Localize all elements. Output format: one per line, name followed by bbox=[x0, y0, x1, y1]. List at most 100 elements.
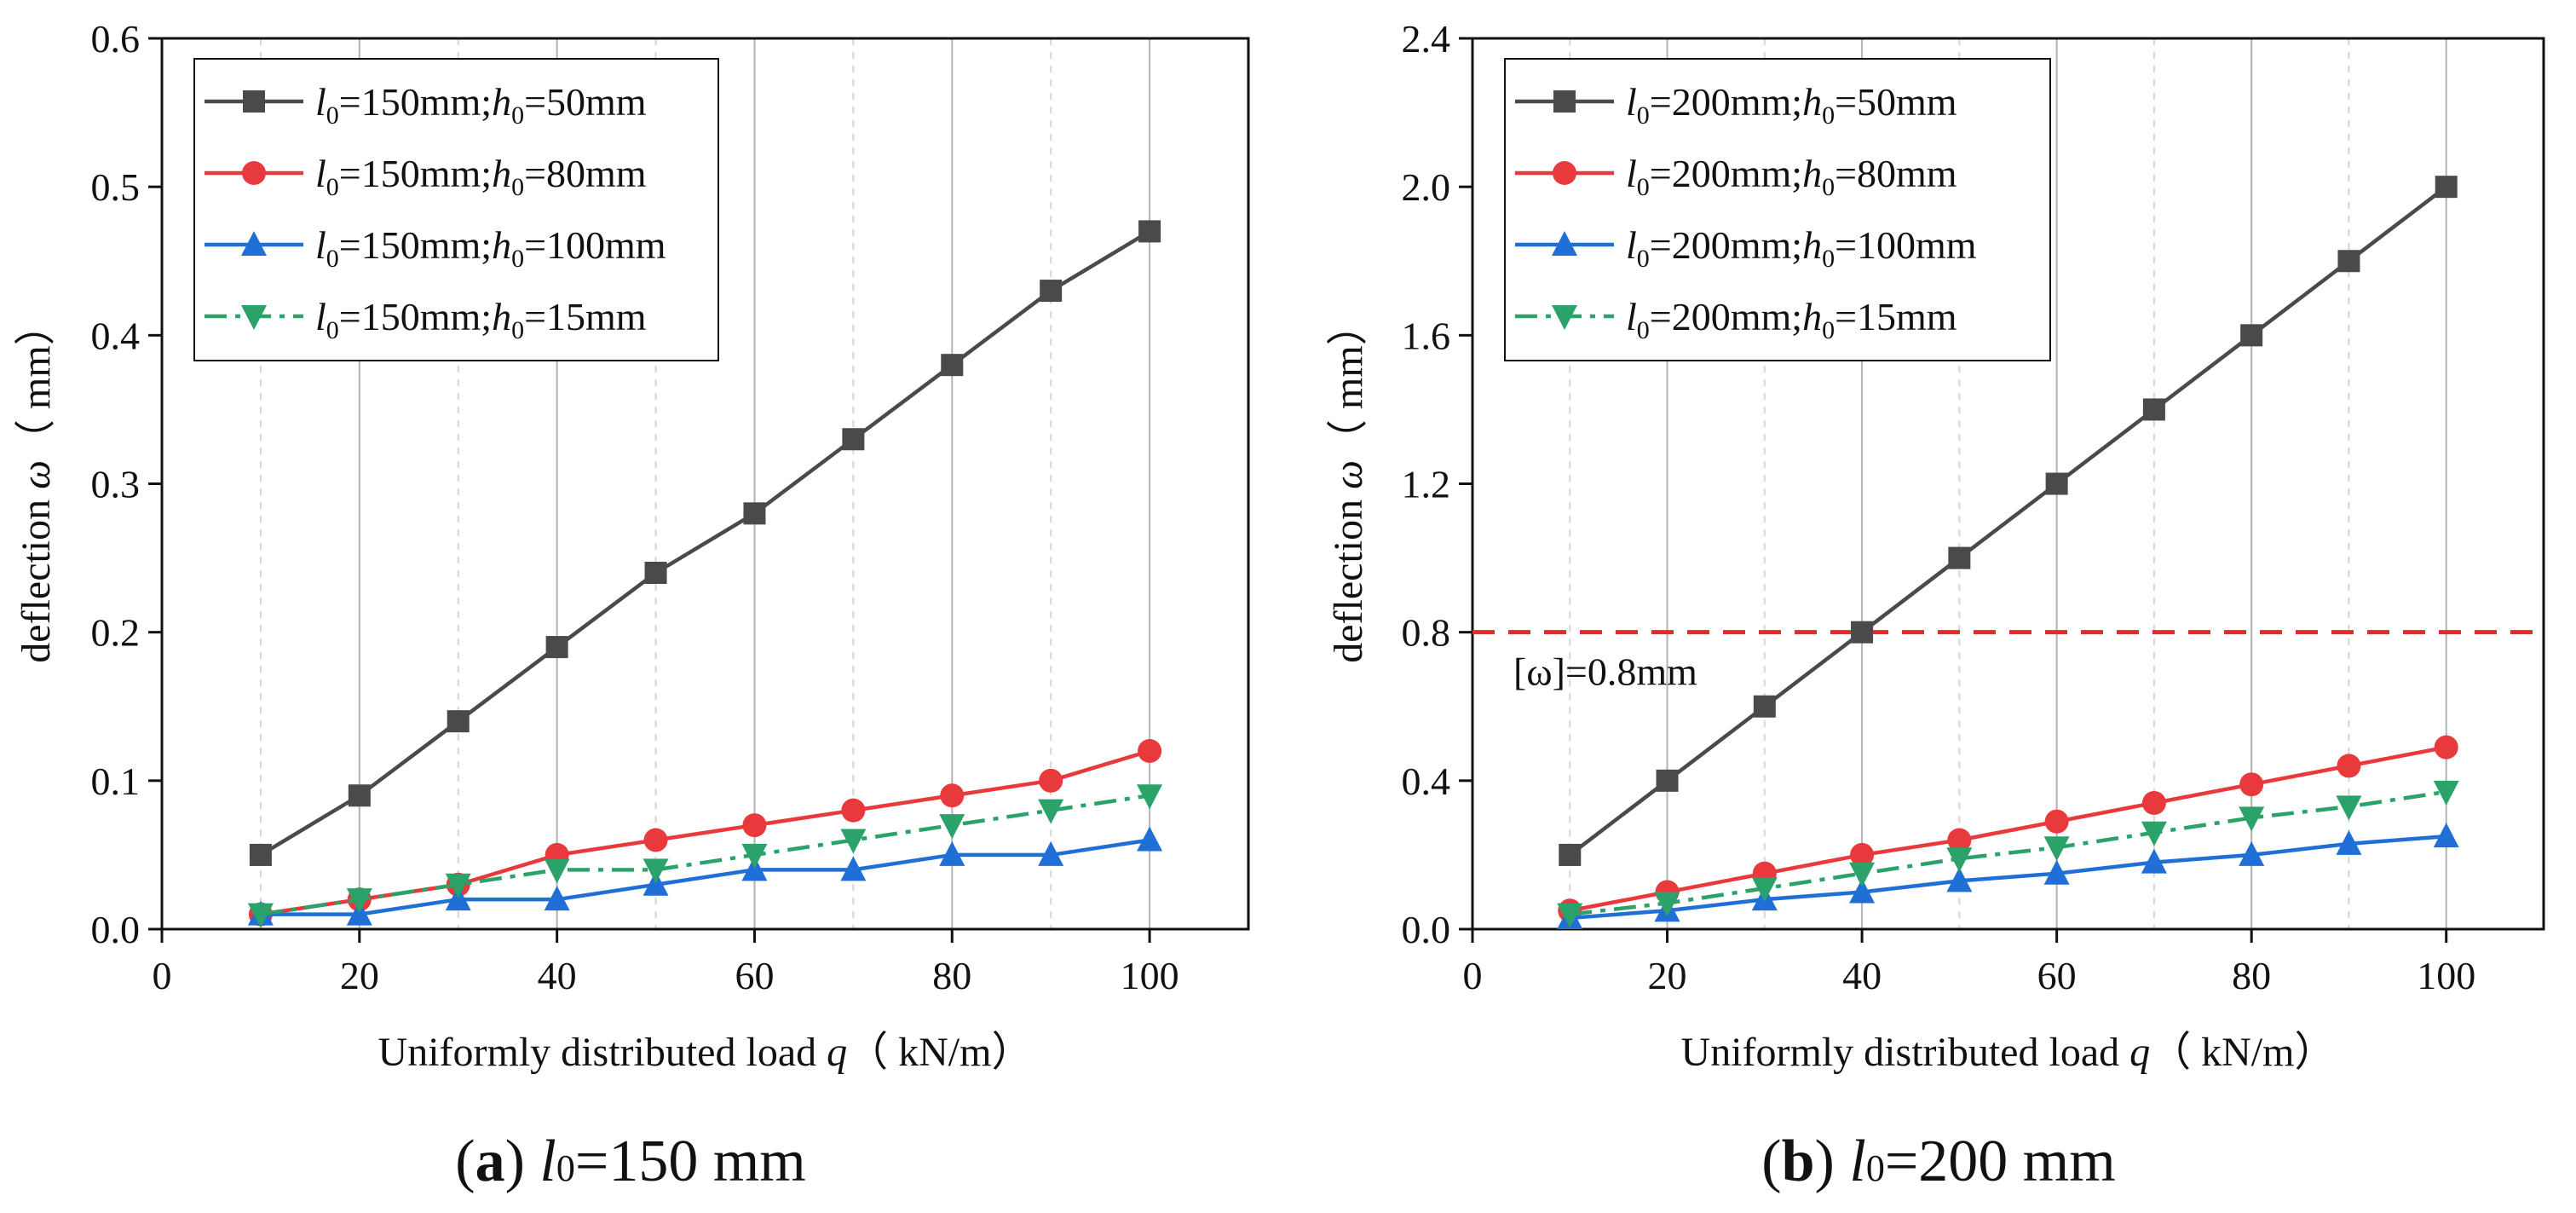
data-point bbox=[249, 843, 272, 866]
data-point bbox=[1559, 843, 1582, 866]
legend-label: l0=200mm;h0=100mm bbox=[1626, 223, 1977, 273]
series-line bbox=[1570, 789, 2447, 916]
data-point bbox=[643, 858, 669, 884]
data-point bbox=[742, 813, 767, 838]
data-point bbox=[840, 829, 867, 854]
data-point bbox=[1040, 280, 1063, 303]
x-tick-label: 80 bbox=[932, 954, 971, 997]
legend: l0=150mm;h0=50mm l0=150mm;h0=80mm l0=150mm… bbox=[193, 58, 719, 361]
data-point bbox=[2337, 250, 2360, 273]
data-point bbox=[2239, 806, 2265, 832]
series-line bbox=[260, 838, 1150, 916]
data-point bbox=[447, 710, 470, 733]
data-point bbox=[1656, 769, 1679, 792]
data-point bbox=[939, 814, 965, 840]
data-point bbox=[348, 784, 371, 807]
legend-item: l0=200mm;h0=100mm bbox=[1515, 223, 1977, 273]
data-point bbox=[2239, 840, 2265, 866]
data-point bbox=[2433, 823, 2459, 848]
legend-box bbox=[1504, 58, 2051, 361]
data-point bbox=[1850, 842, 1875, 867]
legend-marker bbox=[1553, 161, 1576, 185]
y-tick-label: 1.2 bbox=[1402, 463, 1451, 506]
legend-item: l0=200mm;h0=80mm bbox=[1515, 152, 1957, 201]
x-tick-label: 40 bbox=[1842, 954, 1882, 997]
y-tick-label: 0.1 bbox=[91, 760, 141, 803]
data-point bbox=[1038, 840, 1064, 866]
legend-item: l0=150mm;h0=15mm bbox=[205, 295, 647, 344]
legend-marker bbox=[1552, 231, 1577, 256]
y-axis-title: deflection ω（ mm） bbox=[1326, 304, 1371, 662]
data-point bbox=[346, 888, 372, 914]
data-point bbox=[1557, 903, 1583, 928]
series-4 bbox=[1557, 780, 2459, 928]
data-point bbox=[842, 428, 865, 451]
x-tick-label: 0 bbox=[153, 954, 172, 997]
data-point bbox=[1946, 867, 1973, 892]
y-tick-label: 0.3 bbox=[91, 463, 141, 506]
data-point bbox=[941, 354, 964, 377]
data-point bbox=[1947, 828, 1972, 852]
data-point bbox=[1138, 739, 1162, 763]
legend-box bbox=[193, 58, 719, 361]
y-tick-label: 0.5 bbox=[91, 165, 141, 209]
y-tick-label: 0.8 bbox=[1402, 611, 1451, 655]
legend-label: l0=200mm;h0=80mm bbox=[1626, 152, 1957, 201]
series-line bbox=[1570, 834, 2446, 921]
data-point bbox=[1138, 220, 1161, 243]
y-tick-label: 0.4 bbox=[91, 314, 141, 357]
x-tick-label: 20 bbox=[340, 954, 379, 997]
data-point bbox=[445, 873, 471, 898]
legend-label: l0=150mm;h0=15mm bbox=[315, 295, 647, 344]
x-tick-label: 80 bbox=[2232, 954, 2271, 997]
data-point bbox=[1137, 826, 1163, 852]
data-point bbox=[2044, 809, 2069, 834]
y-tick-label: 0.6 bbox=[91, 17, 141, 61]
series-2 bbox=[248, 739, 1162, 927]
data-point bbox=[2435, 176, 2458, 199]
x-tick-label: 60 bbox=[2037, 954, 2077, 997]
data-point bbox=[2141, 821, 2167, 846]
series-3 bbox=[1557, 823, 2459, 929]
data-point bbox=[2141, 848, 2167, 874]
series-4 bbox=[247, 784, 1163, 928]
legend-item: l0=150mm;h0=100mm bbox=[205, 223, 666, 273]
x-tick-label: 100 bbox=[2417, 954, 2475, 997]
legend-item: l0=150mm;h0=50mm bbox=[205, 80, 647, 130]
data-point bbox=[1849, 862, 1876, 887]
y-tick-label: 1.6 bbox=[1402, 314, 1451, 357]
x-tick-label: 20 bbox=[1648, 954, 1687, 997]
legend-marker bbox=[243, 90, 265, 113]
legend-label: l0=150mm;h0=80mm bbox=[315, 152, 647, 201]
legend-item: l0=200mm;h0=15mm bbox=[1515, 295, 1957, 344]
data-point bbox=[1038, 799, 1064, 824]
data-point bbox=[644, 562, 667, 584]
series-line bbox=[260, 794, 1150, 916]
data-point bbox=[1751, 877, 1778, 903]
x-tick-label: 60 bbox=[735, 954, 774, 997]
y-tick-label: 2.4 bbox=[1402, 17, 1451, 61]
legend-marker bbox=[1552, 305, 1577, 330]
panel-b: 0 20 40 60 80 100 0.0 0.4 0.8 1.2 1.6 2.0 2.4 Uniform… bbox=[1326, 17, 2545, 1194]
data-point bbox=[643, 828, 668, 852]
y-tick-label: 2.0 bbox=[1402, 165, 1451, 209]
data-point bbox=[2141, 790, 2166, 815]
data-point bbox=[743, 502, 766, 525]
data-point bbox=[2336, 829, 2362, 855]
data-point bbox=[840, 856, 867, 881]
legend-marker bbox=[1553, 90, 1576, 113]
data-point bbox=[544, 858, 570, 884]
data-point bbox=[1849, 878, 1876, 904]
data-point bbox=[247, 903, 274, 928]
series-1 bbox=[1559, 176, 2458, 866]
legend-label: l0=150mm;h0=50mm bbox=[315, 80, 647, 130]
y-tick-label: 0.4 bbox=[1402, 760, 1451, 803]
data-point bbox=[2434, 735, 2458, 760]
series-3 bbox=[247, 826, 1163, 926]
data-point bbox=[2043, 859, 2070, 885]
data-point bbox=[1654, 892, 1680, 917]
legend-label: l0=150mm;h0=100mm bbox=[315, 223, 666, 273]
data-point bbox=[1137, 784, 1163, 810]
x-tick-label: 0 bbox=[1463, 954, 1483, 997]
